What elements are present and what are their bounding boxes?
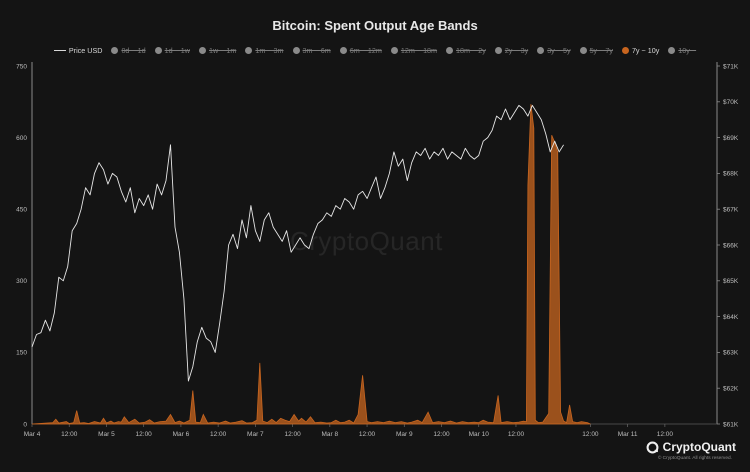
legend-label: 3m ~ 6m (302, 45, 331, 55)
y-right-tick-label: $70K (723, 99, 739, 106)
y-right-tick-label: $61K (723, 421, 739, 428)
y-left-tick-label: 450 (16, 207, 27, 214)
cryptoquant-logo-icon (646, 441, 659, 453)
legend-dot-icon (494, 46, 502, 54)
legend-item-5[interactable]: 3m ~ 6m (292, 45, 331, 55)
x-tick-label: Mar 4 (24, 431, 41, 438)
y-left-tick-label: 300 (16, 278, 27, 285)
chart-title: Bitcoin: Spent Output Age Bands (272, 18, 478, 33)
brand-name: CryptoQuant (662, 440, 736, 454)
x-tick-label: 12:00 (657, 431, 674, 438)
legend-dot-icon (339, 46, 347, 54)
legend-item-10[interactable]: 3y ~ 5y (537, 45, 571, 55)
watermark: CryptoQuant (290, 226, 443, 256)
y-right-tick-label: $62K (723, 386, 739, 393)
chart-legend: Price USD 0d ~ 1d 1d ~ 1w 1w ~ 1m 1m ~ 3m 3m … (0, 44, 750, 56)
legend-dot-icon (245, 46, 253, 54)
legend-dot-icon (446, 46, 454, 54)
x-tick-label: 12:00 (284, 431, 301, 438)
legend-dot-icon (199, 46, 206, 54)
y-right-tick-label: $66K (723, 242, 739, 249)
x-tick-label: Mar 11 (618, 431, 638, 438)
x-tick-label: Mar 5 (98, 431, 115, 438)
legend-dot-icon (111, 46, 119, 54)
legend-label: 12m ~ 18m (400, 45, 438, 55)
legend-item-6[interactable]: 6m ~ 12m (339, 45, 382, 55)
y-right-tick-label: $68K (723, 171, 739, 178)
legend-dot-icon (668, 46, 676, 54)
legend-dot-icon (537, 46, 545, 54)
y-right-tick-label: $63K (723, 350, 739, 357)
x-tick-label: Mar 10 (469, 431, 490, 438)
x-tick-label: 12:00 (136, 431, 153, 438)
legend-item-4[interactable]: 1m ~ 3m (245, 45, 284, 55)
legend-dot-icon (621, 46, 629, 54)
legend-label: 5y ~ 7y (589, 45, 613, 55)
x-tick-label: 12:00 (359, 431, 376, 438)
series-price-usd-line (31, 104, 564, 382)
legend-item-2[interactable]: 1d ~ 1w (154, 45, 190, 55)
legend-item-13[interactable]: 10y ~ (668, 46, 696, 55)
y-right-tick-label: $67K (723, 207, 739, 214)
x-tick-label: 12:00 (433, 431, 450, 438)
series-7y-10y-area (31, 104, 591, 425)
y-left-tick-label: 600 (16, 135, 27, 142)
legend-item-9[interactable]: 2y ~ 3y (494, 45, 529, 55)
legend-label: 1w ~ 1m (209, 45, 237, 55)
brand-logo: CryptoQuant (646, 440, 736, 454)
legend-item-7[interactable]: 12m ~ 18m (390, 45, 438, 55)
y-right-tick-label: $69K (723, 135, 739, 142)
legend-line-icon (53, 49, 66, 51)
x-tick-label: 12:00 (508, 431, 525, 438)
legend-label: 18m ~ 2y (456, 45, 486, 55)
legend-label: 7y ~ 10y (631, 45, 660, 55)
y-right-tick-label: $71K (723, 63, 739, 70)
y-right-tick-label: $64K (723, 314, 739, 321)
legend-label: 1m ~ 3m (255, 45, 284, 55)
legend-item-0[interactable]: Price USD (53, 45, 103, 55)
x-tick-label: Mar 6 (173, 431, 190, 438)
legend-dot-icon (579, 46, 587, 54)
legend-label: Price USD (68, 45, 103, 55)
legend-label: 1d ~ 1w (164, 45, 190, 55)
x-tick-label: 12:00 (582, 431, 599, 438)
y-left-tick-label: 0 (23, 421, 27, 428)
copyright-text: © CryptoQuant. All rights reserved. (657, 456, 732, 461)
legend-label: 6m ~ 12m (349, 45, 382, 55)
legend-label: 3y ~ 5y (547, 45, 571, 55)
legend-item-11[interactable]: 5y ~ 7y (579, 45, 613, 55)
legend-dot-icon (154, 46, 162, 54)
x-tick-label: Mar 9 (396, 431, 413, 438)
x-tick-label: 12:00 (61, 431, 78, 438)
legend-dot-icon (390, 46, 398, 54)
x-tick-label: Mar 7 (247, 431, 264, 438)
legend-label: 0d ~ 1d (121, 45, 146, 55)
legend-label: 2y ~ 3y (504, 45, 529, 55)
legend-dot-icon (292, 46, 300, 54)
legend-item-3[interactable]: 1w ~ 1m (199, 46, 236, 55)
legend-label: 10y ~ (678, 45, 697, 55)
legend-item-1[interactable]: 0d ~ 1d (111, 45, 146, 55)
legend-item-8[interactable]: 18m ~ 2y (446, 46, 486, 55)
y-left-tick-label: 150 (16, 350, 27, 357)
y-left-tick-label: 750 (16, 63, 27, 70)
x-tick-label: 12:00 (210, 431, 227, 438)
x-tick-label: Mar 8 (322, 431, 339, 438)
y-right-tick-label: $65K (723, 278, 739, 285)
legend-item-12[interactable]: 7y ~ 10y (621, 45, 660, 55)
